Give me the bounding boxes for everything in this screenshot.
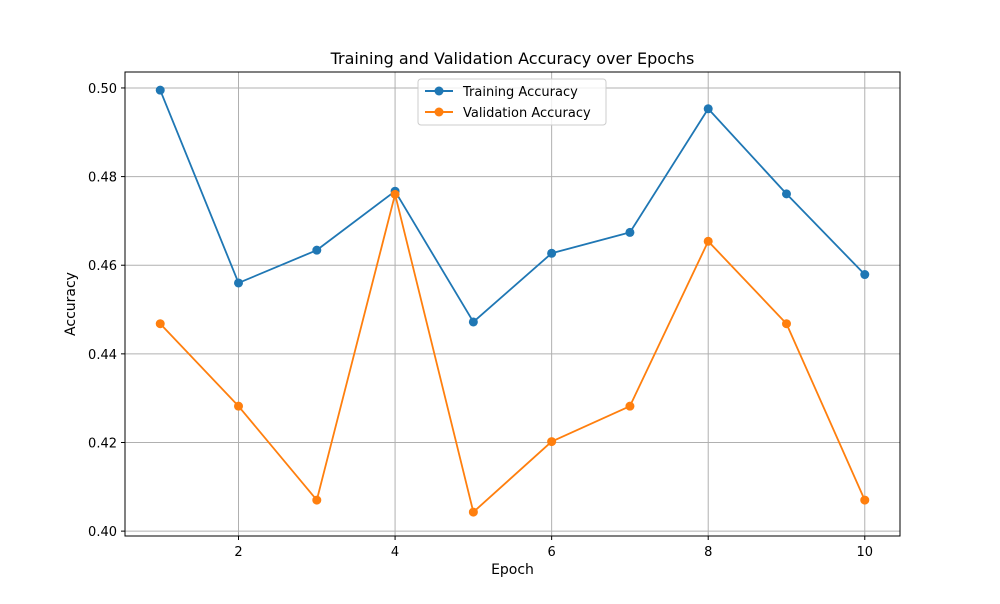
legend-box	[417, 78, 607, 126]
validation-accuracy-point	[234, 401, 244, 411]
validation-accuracy-line	[159, 193, 866, 513]
training-accuracy-point	[625, 227, 635, 237]
legend-training-marker-icon	[434, 86, 444, 96]
training-accuracy-point	[860, 270, 870, 280]
validation-accuracy-point	[703, 236, 713, 246]
validation-accuracy-point	[312, 495, 322, 505]
validation-accuracy-point	[625, 401, 635, 411]
chart-title: Training and Validation Accuracy over Ep…	[330, 49, 695, 68]
series-lines	[155, 85, 870, 517]
legend-entry-validation: Validation Accuracy	[425, 106, 591, 121]
y-tick-label: 0.48	[88, 171, 117, 186]
x-tick-label: 4	[391, 545, 399, 560]
x-axis-label: Epoch	[491, 562, 534, 578]
legend-validation-label: Validation Accuracy	[463, 106, 591, 121]
validation-accuracy-point	[547, 437, 557, 447]
y-tick-label: 0.50	[88, 82, 117, 97]
training-accuracy-point	[781, 189, 791, 199]
validation-accuracy-point	[390, 189, 400, 199]
training-accuracy-point	[155, 85, 165, 95]
validation-accuracy-point	[860, 495, 870, 505]
training-accuracy-line	[159, 89, 866, 323]
validation-accuracy-point	[781, 319, 791, 329]
training-accuracy-point	[547, 248, 557, 258]
x-tick-label: 6	[548, 545, 556, 560]
x-tick-label: 8	[704, 545, 712, 560]
y-tick-label: 0.44	[88, 348, 117, 363]
training-accuracy-point	[703, 104, 713, 114]
legend-training-label: Training Accuracy	[462, 85, 578, 100]
training-accuracy-point	[312, 245, 322, 255]
legend-entry-training: Training Accuracy	[425, 85, 578, 100]
validation-accuracy-point	[155, 319, 165, 329]
legend-validation-marker-icon	[434, 107, 444, 117]
axis-ticks: 2 4 6 8 10 0.40 0.42 0.44 0.46 0.48 0.50	[88, 82, 873, 560]
plot-area-frame	[124, 71, 901, 537]
y-tick-label: 0.40	[88, 525, 117, 540]
y-axis-label: Accuracy	[63, 272, 79, 336]
x-tick-label: 2	[234, 545, 242, 560]
y-tick-label: 0.46	[88, 259, 117, 274]
validation-accuracy-point	[468, 507, 478, 517]
legend: Training Accuracy Validation Accuracy	[417, 78, 607, 126]
x-tick-label: 10	[856, 545, 873, 560]
training-accuracy-point	[468, 317, 478, 327]
training-accuracy-point	[234, 278, 244, 288]
y-tick-label: 0.42	[88, 436, 117, 451]
